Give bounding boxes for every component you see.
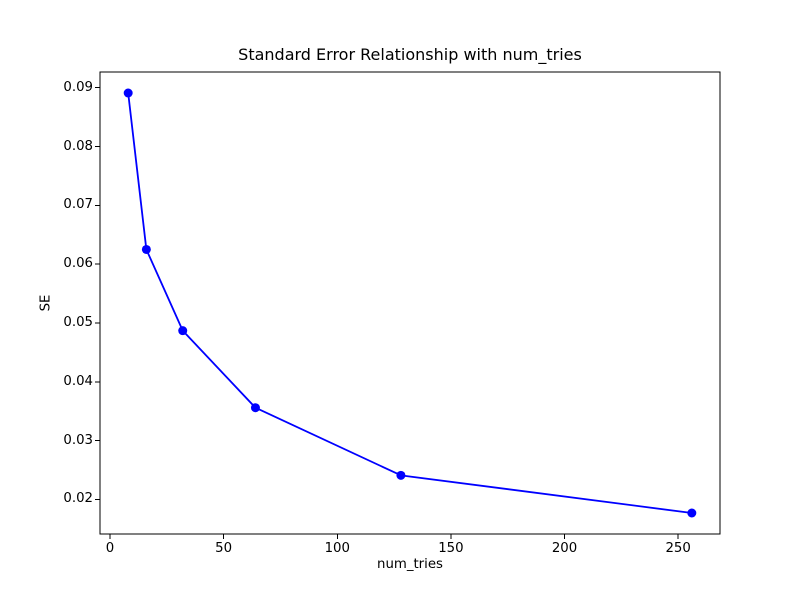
y-tick-label: 0.06 xyxy=(63,256,93,272)
data-point xyxy=(123,88,133,98)
y-tick-label: 0.02 xyxy=(63,491,93,507)
x-tick-label: 150 xyxy=(438,541,464,556)
x-axis-label: num_tries xyxy=(377,557,443,572)
y-tick-label: 0.07 xyxy=(63,197,93,213)
x-tick-label: 50 xyxy=(215,541,233,556)
x-tick-label: 200 xyxy=(551,541,578,556)
y-tick-label: 0.03 xyxy=(63,432,93,448)
y-tick-label: 0.08 xyxy=(63,138,93,154)
y-axis-label: SE xyxy=(38,294,54,312)
data-point xyxy=(178,326,188,336)
x-tick-label: 250 xyxy=(665,541,691,556)
se-line xyxy=(127,92,693,514)
data-point xyxy=(141,244,151,254)
data-point xyxy=(687,508,697,518)
chart-title: Standard Error Relationship with num_tri… xyxy=(238,45,582,64)
plot-border xyxy=(99,71,721,535)
data-point xyxy=(250,403,260,413)
y-tick-label: 0.04 xyxy=(63,373,93,389)
data-point xyxy=(396,470,406,480)
x-tick-label: 100 xyxy=(324,541,350,556)
y-tick-label: 0.05 xyxy=(63,315,93,330)
y-tick-label: 0.09 xyxy=(63,79,93,95)
x-tick-label: 0 xyxy=(105,541,115,556)
